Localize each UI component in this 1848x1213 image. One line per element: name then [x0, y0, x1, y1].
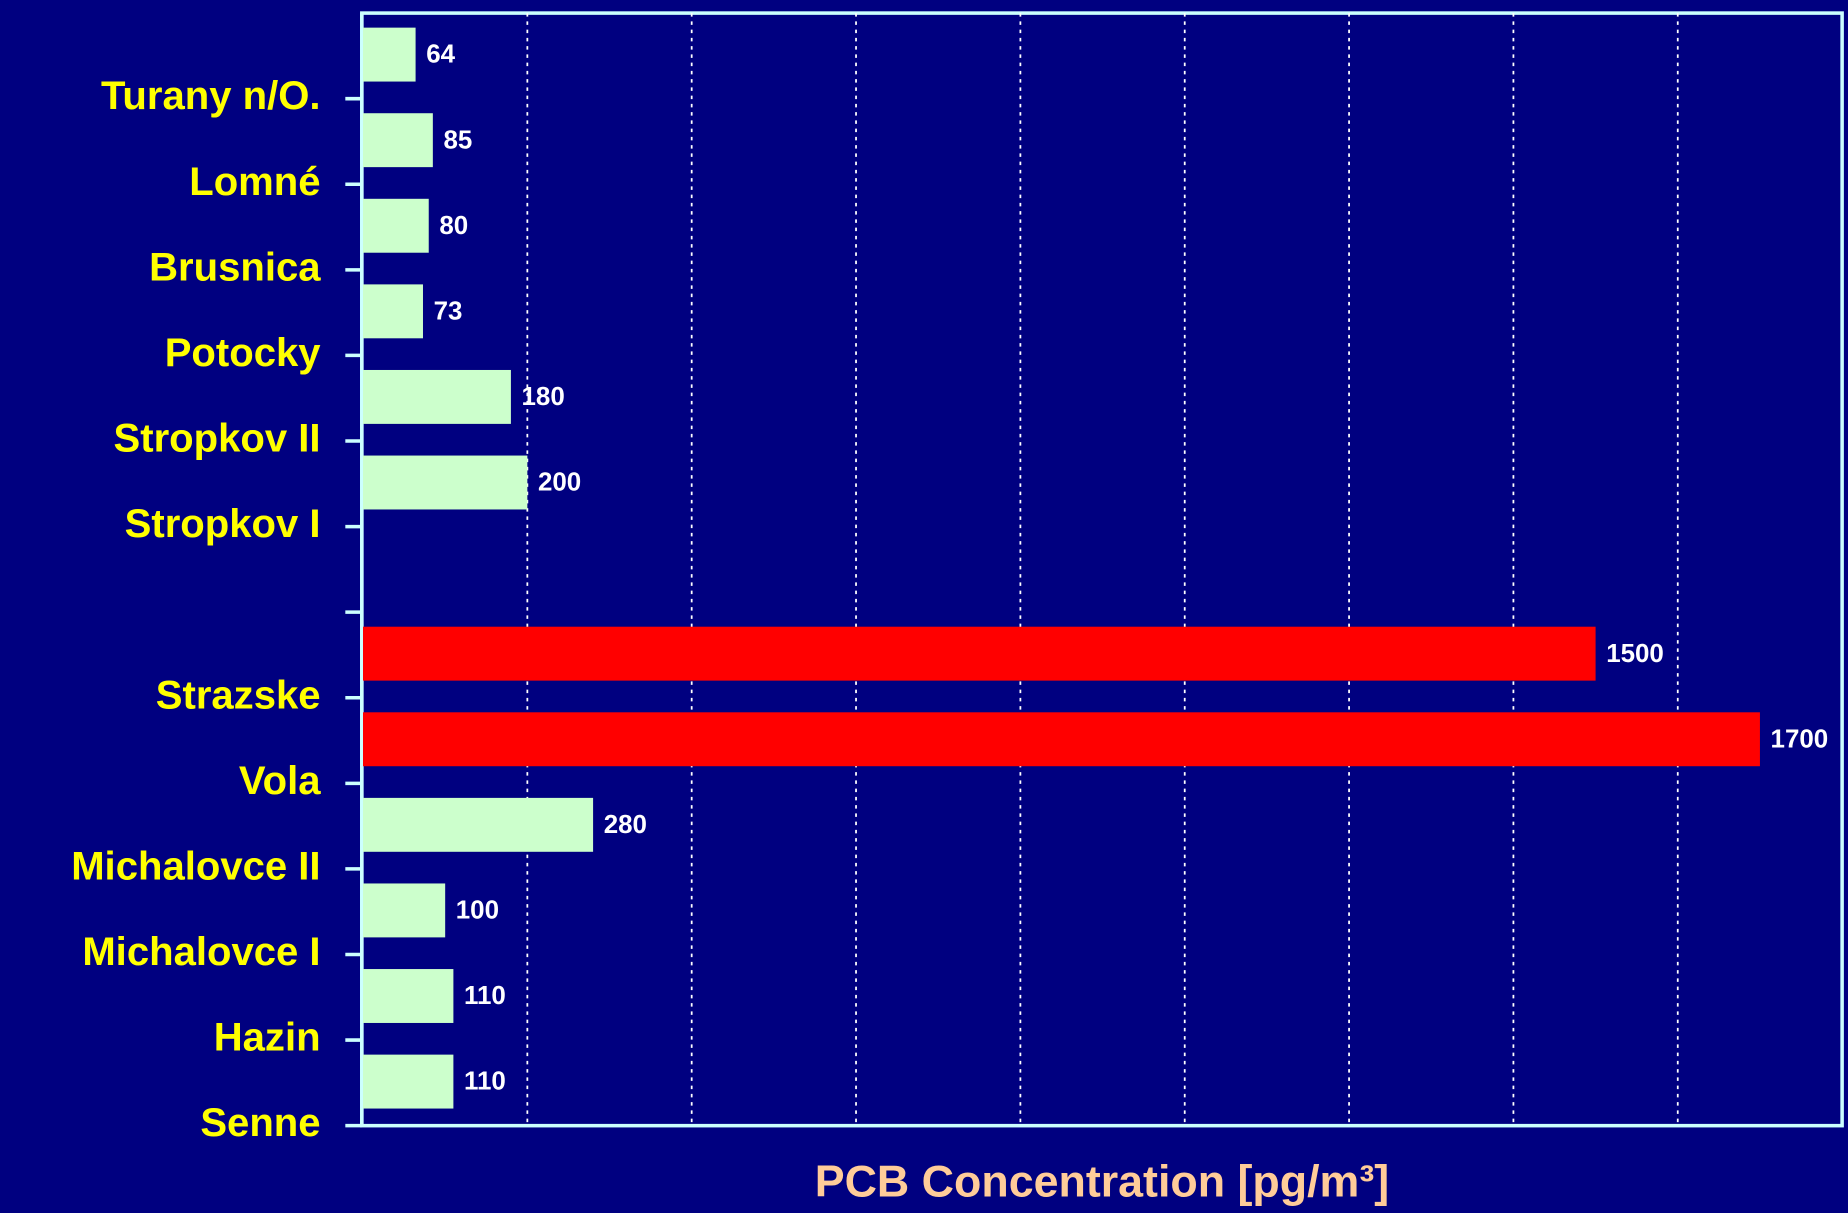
bar — [363, 883, 446, 938]
value-label: 280 — [604, 811, 647, 839]
y-tick-label: Turany n/O. — [101, 74, 321, 118]
bar — [363, 1054, 454, 1109]
y-tick-label: Hazin — [214, 1016, 321, 1060]
y-tick-label: Michalovce I — [82, 930, 320, 974]
value-label: 80 — [439, 212, 468, 240]
value-label: 100 — [456, 897, 499, 925]
bar — [363, 969, 454, 1023]
value-label: 200 — [538, 469, 581, 497]
y-tick-label: Potocky — [165, 331, 322, 375]
bar — [363, 455, 528, 510]
y-tick-label: Strazske — [156, 673, 321, 717]
bar — [363, 27, 416, 82]
value-label: 110 — [464, 1068, 506, 1096]
y-tick-label: Michalovce II — [71, 844, 320, 888]
y-tick-label: Vola — [239, 759, 321, 803]
bar — [363, 113, 433, 168]
bar — [363, 626, 1596, 681]
bar — [363, 712, 1760, 767]
value-label: 180 — [522, 383, 565, 411]
value-label: 1500 — [1606, 640, 1664, 668]
x-axis-label: PCB Concentration [pg/m³] — [815, 1156, 1389, 1206]
y-tick-label: Brusnica — [149, 245, 321, 289]
y-tick-label: Stropkov II — [114, 417, 321, 461]
y-tick-label: Lomné — [189, 160, 320, 204]
value-label: 1700 — [1771, 725, 1829, 753]
value-label: 64 — [426, 41, 455, 69]
value-label: 73 — [434, 297, 463, 325]
y-tick-label: Stropkov I — [125, 502, 321, 546]
bar — [363, 198, 429, 253]
y-tick-label: Senne — [200, 1101, 320, 1145]
bar — [363, 284, 423, 339]
value-label: 85 — [443, 126, 472, 154]
value-label: 110 — [464, 982, 506, 1010]
bar — [363, 797, 594, 852]
bar — [363, 369, 511, 424]
